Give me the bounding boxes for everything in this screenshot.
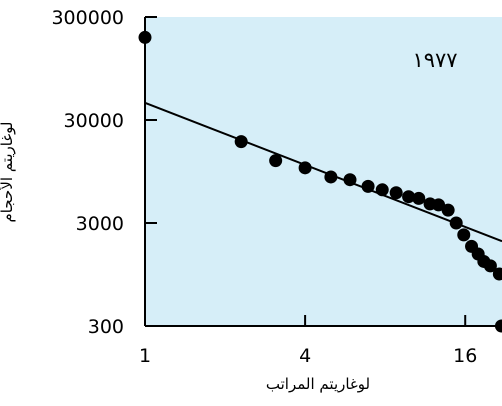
x-axis-title: لوغاريتم المراتب [266,375,370,393]
x-tick-label: 1 [139,345,151,367]
x-tick-label: 16 [453,345,477,367]
data-point [457,228,471,242]
x-ticks: 1 4 16 [139,315,477,367]
data-point [412,191,426,205]
y-tick-label: 300000 [51,7,124,29]
y-tick-label: 300 [88,316,124,338]
y-tick-label: 30000 [64,110,124,132]
data-point [298,161,312,175]
trend-line [144,101,502,243]
data-point [492,267,502,281]
data-point [402,190,416,204]
data-point [324,170,338,184]
data-point [361,179,375,193]
x-tick-label: 4 [299,345,311,367]
data-point [343,173,357,187]
data-points [138,30,502,333]
data-point [483,259,497,273]
y-ticks: 300 3000 30000 300000 [51,7,157,338]
data-point [449,216,463,230]
data-point [375,183,389,197]
annotation-year: ١٩٧٧ [412,48,457,72]
data-point [234,135,248,149]
data-point [441,203,455,217]
data-point [389,186,403,200]
trend-line-layer [144,101,502,243]
data-point [269,154,283,168]
y-axis-title: لوغاريتم الأحجام [0,122,16,223]
y-tick-label: 3000 [76,213,124,235]
data-point [432,198,446,212]
